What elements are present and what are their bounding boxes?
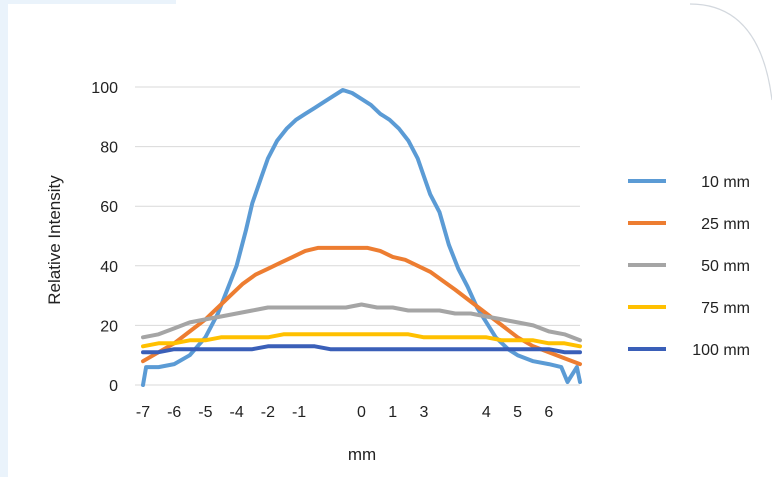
y-tick-label: 0	[109, 378, 118, 395]
x-tick-label: 4	[482, 404, 491, 421]
y-tick-labels: 0 20 40 60 80 100	[91, 80, 118, 395]
legend-label: 10 mm	[701, 174, 750, 191]
series-lines	[141, 88, 582, 387]
y-axis-title: Relative Intensity	[45, 175, 64, 305]
y-tick-label: 80	[100, 140, 118, 157]
y-tick-label: 40	[100, 259, 118, 276]
x-axis-title: mm	[348, 445, 376, 464]
x-tick-label: 5	[513, 404, 522, 421]
series-line-3	[141, 332, 582, 349]
rounded-card	[8, 4, 772, 477]
grid-lines	[135, 86, 580, 386]
card-corner-edge	[689, 3, 772, 101]
legend-label: 75 mm	[701, 300, 750, 317]
x-tick-label: -4	[230, 404, 244, 421]
x-tick-label: -7	[136, 404, 150, 421]
x-tick-label: -1	[292, 404, 306, 421]
series-line-4	[141, 344, 582, 355]
series-line-2	[141, 302, 582, 343]
y-tick-label: 20	[100, 318, 118, 335]
y-tick-label: 60	[100, 199, 118, 216]
x-tick-label: 6	[544, 404, 553, 421]
x-tick-label: -5	[198, 404, 212, 421]
x-tick-labels: -7 -6 -5 -4 -2 -1 0 1 3 4 5 6	[136, 404, 553, 421]
legend: 10 mm 25 mm 50 mm 75 mm 100 mm	[628, 174, 750, 359]
legend-label: 25 mm	[701, 216, 750, 233]
legend-label: 50 mm	[701, 258, 750, 275]
x-tick-label: 0	[357, 404, 366, 421]
legend-label: 100 mm	[692, 342, 750, 359]
series-line-1	[141, 245, 582, 367]
series-line-0	[141, 88, 582, 387]
x-tick-label: 1	[388, 404, 397, 421]
y-tick-label: 100	[91, 80, 118, 97]
x-tick-label: -6	[167, 404, 181, 421]
x-tick-label: -2	[261, 404, 275, 421]
x-tick-label: 3	[419, 404, 428, 421]
